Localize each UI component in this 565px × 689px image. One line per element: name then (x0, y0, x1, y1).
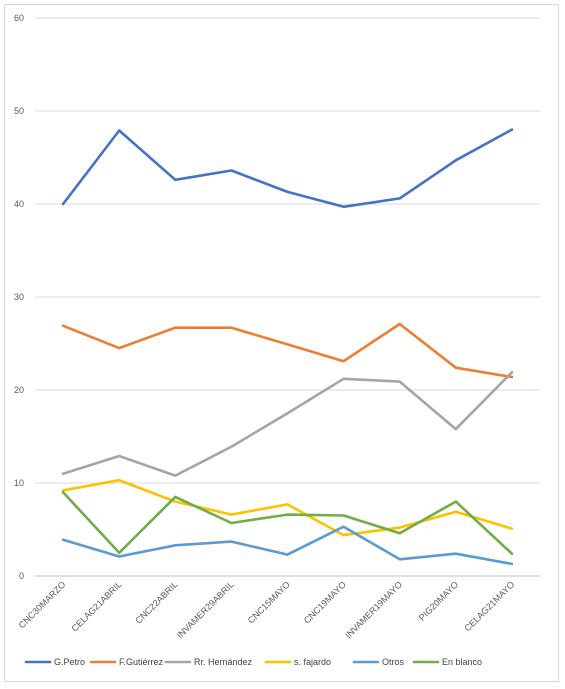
data-point (286, 190, 289, 194)
series-line (61, 490, 514, 556)
data-point (398, 197, 401, 200)
series-s-fajardo (61, 478, 514, 537)
data-point (174, 178, 177, 182)
data-point (510, 552, 514, 555)
y-axis-tick-labels: 0 10 20 30 40 50 60 (14, 13, 24, 581)
legend-item: En blanco (412, 657, 482, 667)
data-point (174, 474, 177, 477)
y-tick-label: 40 (14, 199, 24, 209)
legend: G.Petro F.Gutiérrez Rr. Hernández s. fajard… (24, 657, 482, 667)
x-tick-label: CNC30MARZO (17, 579, 68, 630)
data-point (174, 544, 177, 547)
series-lines (61, 128, 514, 566)
data-point (342, 205, 345, 208)
legend-label: En blanco (442, 657, 482, 667)
legend-item: Otros (352, 657, 405, 667)
legend-label: Otros (382, 657, 405, 667)
series-line (61, 370, 514, 477)
x-tick-label: INVAMER29ABRIL (175, 579, 236, 640)
x-tick-label: CNC22ABRIL (133, 579, 179, 625)
legend-label: F.Gutiérrez (119, 657, 164, 667)
data-point (61, 491, 65, 494)
data-point (286, 343, 289, 346)
gridlines (35, 17, 540, 577)
x-tick-label: INVAMER19MAYO (343, 579, 404, 640)
data-point (342, 514, 345, 517)
series-line (61, 525, 514, 566)
data-point (454, 427, 458, 431)
data-point (510, 128, 514, 131)
data-point (398, 322, 401, 326)
data-point (230, 169, 233, 172)
data-point (342, 525, 345, 528)
data-point (454, 159, 458, 162)
data-point (454, 366, 458, 369)
data-point (510, 375, 514, 379)
data-point (454, 510, 458, 514)
data-point (230, 540, 233, 543)
data-point (230, 513, 233, 516)
data-point (117, 555, 121, 558)
data-point (342, 377, 345, 381)
y-tick-label: 20 (14, 385, 24, 395)
data-point (230, 521, 233, 525)
data-point (117, 129, 121, 132)
data-point (174, 326, 177, 329)
legend-item: Rr. Hernández (164, 657, 253, 667)
data-point (117, 346, 121, 350)
data-point (454, 552, 458, 555)
legend-item: F.Gutiérrez (89, 657, 164, 667)
legend-label: Rr. Hernández (194, 657, 253, 667)
series-line (61, 128, 514, 209)
data-point (286, 513, 289, 516)
series-line (61, 322, 514, 379)
x-tick-label: CELAG21MAYO (462, 579, 516, 633)
data-point (230, 326, 233, 329)
data-point (398, 532, 401, 535)
data-point (510, 562, 514, 566)
data-point (398, 526, 401, 529)
legend-label: s. fajardo (294, 657, 331, 667)
x-tick-label: CELAG21ABRIL (69, 579, 123, 633)
series-g-petro (61, 128, 514, 209)
data-point (286, 412, 289, 415)
legend-item: G.Petro (24, 657, 85, 667)
legend-item: s. fajardo (264, 657, 331, 667)
data-point (286, 553, 289, 556)
data-point (454, 500, 458, 503)
y-tick-label: 0 (19, 571, 24, 581)
x-tick-label: PIG20MAYO (417, 579, 460, 622)
data-point (117, 551, 121, 554)
y-tick-label: 60 (14, 13, 24, 23)
y-tick-label: 50 (14, 106, 24, 116)
series-f-guti-rrez (61, 322, 514, 379)
data-point (398, 558, 401, 561)
data-point (230, 445, 233, 448)
series-en-blanco (61, 490, 514, 556)
y-tick-label: 30 (14, 292, 24, 302)
data-point (510, 371, 514, 374)
data-point (61, 489, 65, 492)
data-point (174, 500, 177, 503)
data-point (117, 454, 121, 458)
legend-label: G.Petro (54, 657, 85, 667)
data-point (61, 202, 65, 206)
data-point (61, 472, 65, 475)
data-point (510, 527, 514, 530)
data-point (174, 495, 177, 499)
data-point (117, 479, 121, 482)
y-tick-label: 10 (14, 478, 24, 488)
data-point (286, 503, 289, 506)
x-axis-tick-labels: CNC30MARZO CELAG21ABRIL CNC22ABRILINVAMER2… (17, 579, 517, 640)
series-otros (61, 525, 514, 566)
data-point (398, 380, 401, 383)
data-point (342, 533, 345, 537)
data-point (61, 538, 65, 541)
data-point (342, 359, 345, 363)
data-point (61, 324, 65, 328)
x-tick-label: CNC15MAYO (246, 579, 292, 625)
x-tick-label: CNC19MAYO (302, 579, 348, 625)
series-rr-hern-ndez (61, 370, 514, 477)
